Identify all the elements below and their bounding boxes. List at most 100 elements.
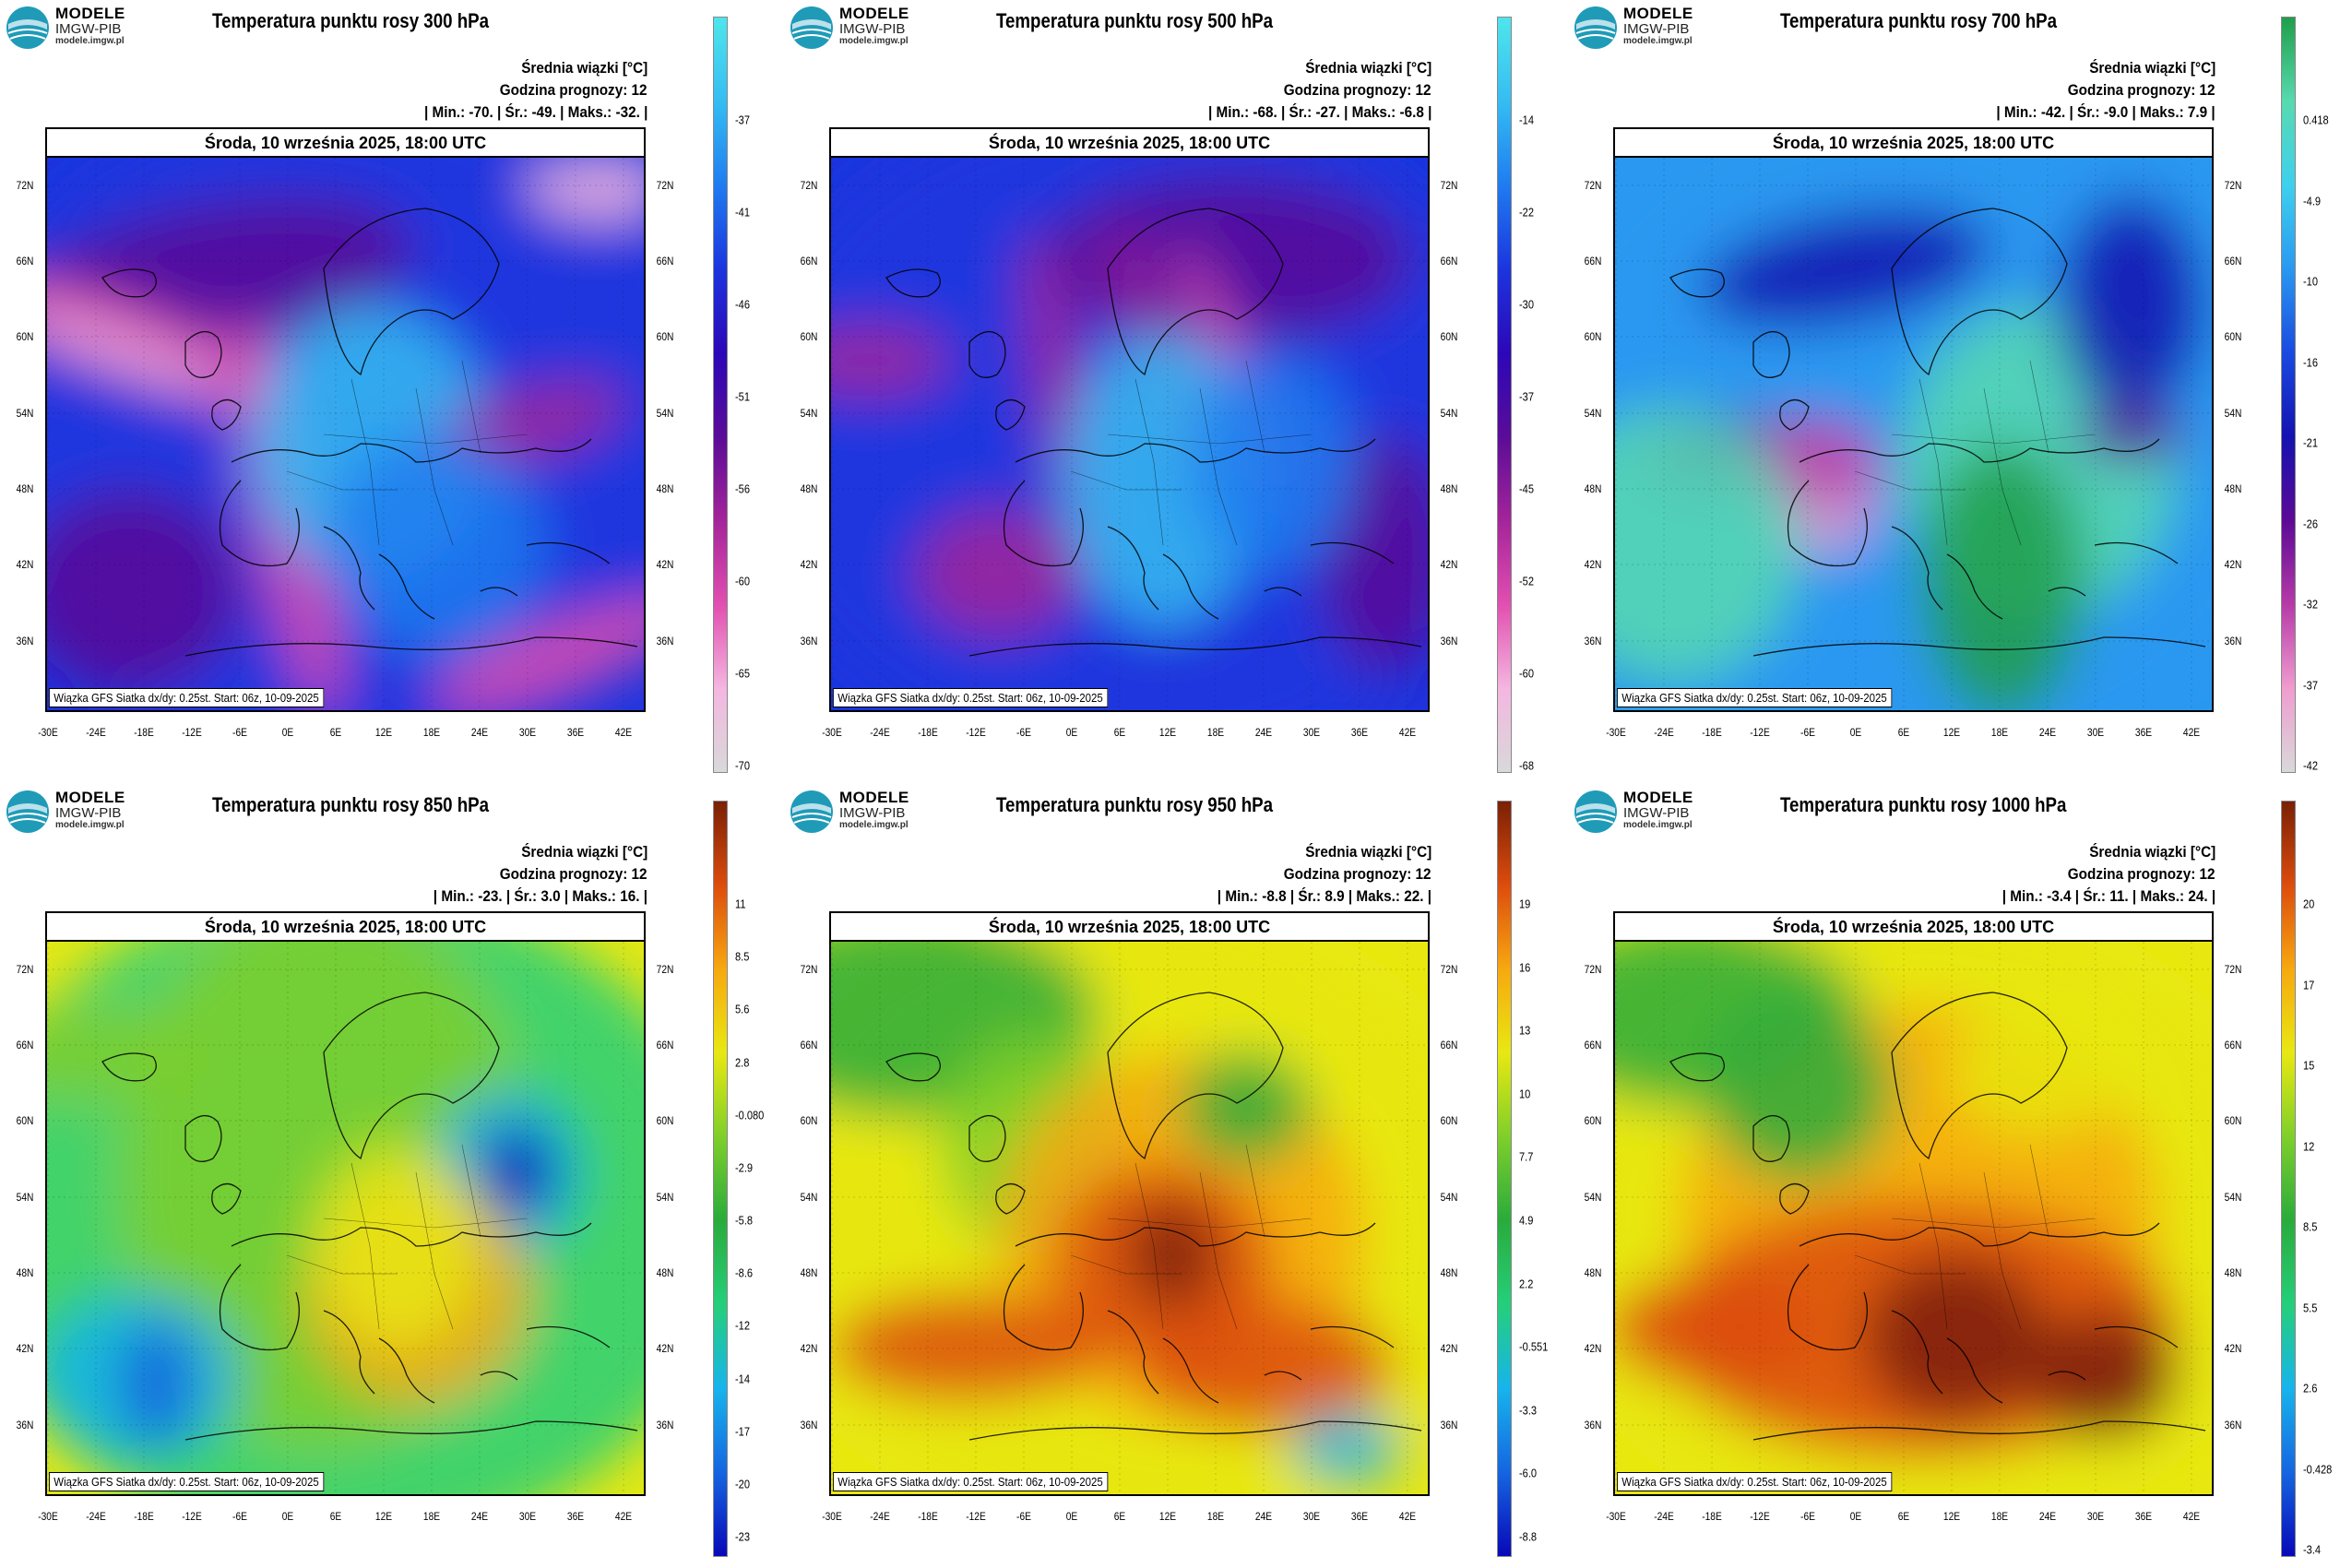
lon-label: 12E [374, 726, 393, 739]
lon-label: 6E [1113, 1510, 1126, 1523]
colorbar-tick: 11 [735, 897, 746, 911]
imgw-logo-icon [1574, 790, 1617, 833]
colorbar-tick: -17 [735, 1424, 750, 1439]
field-blob [1182, 1052, 1311, 1163]
brand-org: IMGW-PIB [55, 20, 122, 37]
colorbar-tick: -41 [735, 205, 750, 220]
lon-label: -6E [1800, 1510, 1815, 1523]
lon-label: -6E [1016, 726, 1031, 739]
lon-label: -12E [966, 726, 986, 739]
colorbar-tick: -0.080 [735, 1108, 765, 1123]
lon-label: 18E [1990, 1510, 2009, 1523]
dewpoint-map [1613, 940, 2214, 1496]
brand: MODELE IMGW-PIB modele.imgw.pl [839, 790, 909, 830]
borders [286, 1144, 528, 1330]
lon-label: -6E [1016, 1510, 1031, 1523]
colorbar-tick: -16 [2303, 355, 2318, 369]
date-line: Środa, 10 września 2025, 18:00 UTC [829, 127, 1430, 156]
lat-label: 60N [1440, 1114, 1458, 1127]
colorbar-tick: -52 [1519, 574, 1534, 588]
field-blob [121, 1320, 195, 1449]
mean-label: Średnia wiązki [°C] [1304, 843, 1431, 861]
lat-label: 72N [16, 179, 34, 192]
colorbar-tick: 12 [2303, 1139, 2315, 1153]
lon-label: -30E [38, 1510, 58, 1523]
colorbar-tick: -65 [735, 666, 750, 681]
colorbar-tick: -37 [1519, 389, 1534, 404]
grid [831, 942, 1428, 1494]
field-blob [1126, 1200, 1218, 1311]
colorbar-tick: -20 [735, 1477, 750, 1491]
colorbar-tick: -60 [735, 574, 750, 588]
lon-label: 18E [422, 726, 441, 739]
lon-label: 42E [1398, 1510, 1417, 1523]
panel-title: Temperatura punktu rosy 1000 hPa [1780, 793, 2067, 816]
brand: MODELE IMGW-PIB modele.imgw.pl [1623, 6, 1693, 46]
colorbar-tick: 7.7 [1519, 1149, 1534, 1164]
panel-title: Temperatura punktu rosy 700 hPa [1780, 9, 2057, 32]
lon-label: -30E [822, 726, 842, 739]
lon-label: -24E [870, 726, 890, 739]
lon-label: -12E [1750, 726, 1770, 739]
colorbar-tick: -6.0 [1519, 1466, 1538, 1480]
field-blob [1191, 351, 1357, 573]
lat-label: 54N [800, 407, 818, 420]
map-panel: MODELE IMGW-PIB modele.imgw.pl Temperatu… [0, 784, 784, 1568]
field-blob [1919, 444, 2085, 710]
colorbar-tick: 17 [2303, 978, 2315, 992]
map-panel: MODELE IMGW-PIB modele.imgw.pl Temperatu… [0, 0, 784, 784]
lon-label: 30E [2086, 726, 2105, 739]
lon-label: 0E [281, 726, 294, 739]
lat-label: 36N [800, 635, 818, 647]
lat-label: 66N [16, 255, 34, 267]
colorbar-tick: -60 [1519, 666, 1534, 681]
stats-line: | Min.: -42. | Śr.: -9.0 | Maks.: 7.9 | [1996, 103, 2215, 121]
lat-label: 48N [1440, 1266, 1458, 1279]
colorbar-tick: -23 [735, 1529, 750, 1544]
stats-line: | Min.: -8.8 | Śr.: 8.9 | Maks.: 22. | [1217, 887, 1431, 905]
lat-label: 72N [1440, 963, 1458, 976]
colorbar-tick: -70 [735, 758, 750, 773]
lat-label: 66N [2224, 1039, 2242, 1051]
lat-label: 36N [16, 1419, 34, 1431]
lat-label: 42N [1440, 558, 1458, 571]
lat-label: 54N [656, 407, 674, 420]
colorbar-tick: 20 [2303, 897, 2315, 911]
lat-label: 36N [2224, 635, 2242, 647]
colorbar-tick: -45 [1519, 481, 1534, 496]
lat-label: 66N [1584, 1039, 1602, 1051]
colorbar [1497, 801, 1512, 1557]
lat-label: 72N [800, 179, 818, 192]
colorbar-tick: 5.5 [2303, 1301, 2318, 1314]
dewpoint-map [829, 940, 1430, 1496]
field-blob [2058, 195, 2205, 416]
field-blob [831, 324, 951, 398]
dewpoint-map [829, 156, 1430, 712]
lon-label: 12E [1158, 726, 1177, 739]
forecast-hour: Godzina prognozy: 12 [1284, 865, 1431, 883]
grid [1615, 942, 2212, 1494]
brand-url: modele.imgw.pl [1623, 819, 1693, 830]
lon-label: 6E [329, 726, 342, 739]
lat-label: 42N [800, 1342, 818, 1355]
lon-label: 42E [2182, 726, 2201, 739]
lon-label: -12E [1750, 1510, 1770, 1523]
model-footer: Wiązka GFS Siatka dx/dy: 0.25st. Start: … [1617, 688, 1892, 707]
colorbar-tick: 16 [1519, 960, 1531, 975]
lon-label: 36E [2134, 1510, 2153, 1523]
lon-label: 42E [614, 1510, 633, 1523]
panel-title: Temperatura punktu rosy 300 hPa [212, 9, 489, 32]
colorbar-tick: -0.428 [2303, 1462, 2333, 1476]
lat-label: 42N [800, 558, 818, 571]
lon-label: -18E [1702, 1510, 1722, 1523]
lat-label: 60N [1584, 1114, 1602, 1127]
colorbar-tick: 10 [1519, 1087, 1531, 1101]
lon-label: 12E [374, 1510, 393, 1523]
map-panel: MODELE IMGW-PIB modele.imgw.pl Temperatu… [1568, 784, 2352, 1568]
field-blob [315, 1145, 481, 1348]
mean-label: Średnia wiązki [°C] [1304, 59, 1431, 77]
colorbar-tick: 4.9 [1519, 1213, 1534, 1228]
colorbar [1497, 17, 1512, 773]
date-line: Środa, 10 września 2025, 18:00 UTC [829, 911, 1430, 940]
lon-label: -12E [182, 726, 202, 739]
